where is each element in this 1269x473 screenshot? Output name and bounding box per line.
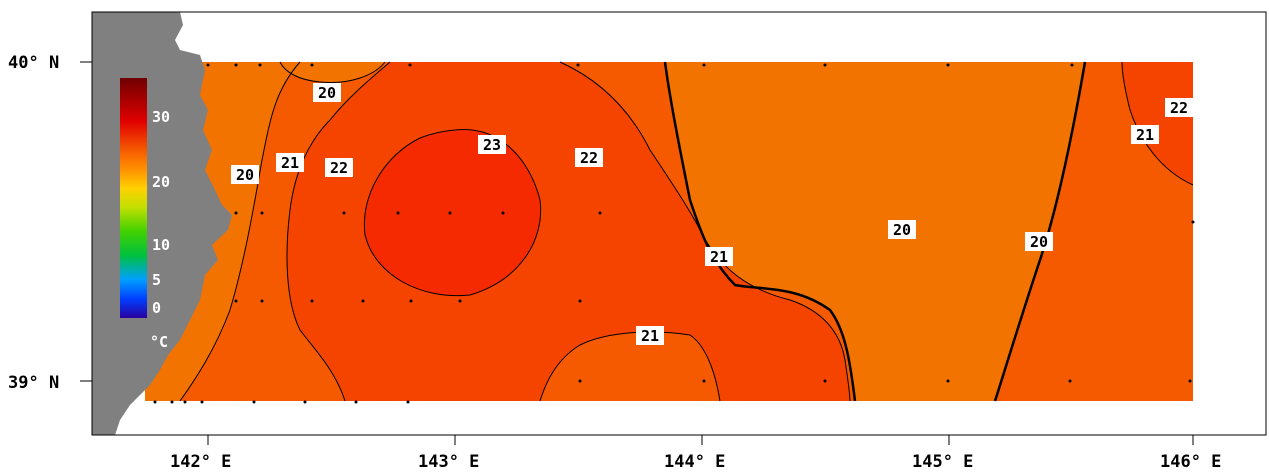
colorbar-label: 10: [152, 236, 170, 254]
contour-label: 20: [236, 166, 254, 184]
y-tick-label: 40° N: [8, 53, 59, 73]
station-dot: [234, 299, 238, 303]
station-dot: [342, 211, 346, 215]
station-dot: [252, 400, 256, 404]
station-dot: [354, 400, 358, 404]
colorbar-unit: °C: [150, 333, 168, 351]
station-dot: [406, 400, 410, 404]
contour-line-21-south: [539, 331, 721, 402]
station-dot: [578, 379, 582, 383]
sst-zone-20-top: [280, 62, 385, 83]
station-dot: [396, 211, 400, 215]
station-dot: [260, 299, 264, 303]
contour-label: 22: [330, 159, 348, 177]
station-dot: [361, 299, 365, 303]
station-dot: [1068, 379, 1072, 383]
station-dot: [702, 63, 706, 67]
contour-label: 20: [318, 84, 336, 102]
station-dot: [823, 63, 827, 67]
station-dot: [303, 400, 307, 404]
station-dot: [702, 379, 706, 383]
station-dot: [234, 211, 238, 215]
colorbar: [120, 78, 147, 318]
contour-label: 22: [1170, 99, 1188, 117]
contour-label: 22: [580, 149, 598, 167]
station-dot: [170, 400, 174, 404]
colorbar-label: 30: [152, 108, 170, 126]
x-tick-label: 146° E: [1160, 452, 1221, 472]
station-dot: [1191, 220, 1195, 224]
x-tick-label: 143° E: [418, 452, 479, 472]
contour-label: 21: [1136, 126, 1154, 144]
contour-label-group: 20 20 21 22 23 22 21 21 20 20 21 22: [231, 83, 1193, 345]
station-dot: [946, 379, 950, 383]
station-dot: [183, 400, 187, 404]
station-dot: [310, 299, 314, 303]
sst-zone-20-east: [665, 62, 1085, 401]
plot-frame: [91, 11, 1267, 436]
contour-line-23: [363, 129, 542, 297]
station-dot: [823, 379, 827, 383]
station-dot: [206, 63, 210, 67]
station-dot: [1070, 63, 1074, 67]
contour-line-20-central: [663, 61, 857, 402]
station-dot: [234, 63, 238, 67]
sst-zone-21-east: [995, 62, 1193, 401]
y-tick-label: 39° N: [8, 373, 59, 393]
station-dot: [946, 63, 950, 67]
station-dot: [408, 63, 412, 67]
contour-label: 20: [893, 221, 911, 239]
station-dot: [200, 400, 204, 404]
contour-label: 21: [641, 327, 659, 345]
x-tick-label: 144° E: [664, 452, 725, 472]
station-dot: [458, 299, 462, 303]
contour-line-20-top: [279, 61, 386, 84]
station-dot: [153, 400, 157, 404]
x-tick-label: 142° E: [170, 452, 231, 472]
contour-line-20-east: [993, 61, 1087, 402]
station-dots: [153, 63, 1195, 404]
contour-label: 21: [281, 154, 299, 172]
station-dot: [409, 299, 413, 303]
station-dot: [576, 63, 580, 67]
contour-label: 21: [710, 248, 728, 266]
station-dot: [578, 299, 582, 303]
contour-line-21-west: [286, 61, 391, 402]
x-tick-label: 145° E: [912, 452, 973, 472]
station-dot: [260, 211, 264, 215]
contour-label: 20: [1030, 233, 1048, 251]
colorbar-label: 20: [152, 173, 170, 191]
colorbar-label: 0: [152, 299, 161, 317]
contour-lines-bold: [663, 61, 1087, 402]
station-dot: [258, 63, 262, 67]
colorbar-label: 5: [152, 271, 161, 289]
station-dot: [448, 211, 452, 215]
contour-line-21-northeast: [1121, 61, 1194, 186]
station-dot: [501, 211, 505, 215]
sst-zone-22-northeast: [1122, 62, 1193, 185]
station-dot: [1188, 379, 1192, 383]
sst-zone-23-core: [364, 129, 541, 296]
station-dot: [598, 211, 602, 215]
contour-line-20-coastal: [179, 61, 301, 402]
station-dot: [310, 63, 314, 67]
contour-label: 23: [483, 136, 501, 154]
